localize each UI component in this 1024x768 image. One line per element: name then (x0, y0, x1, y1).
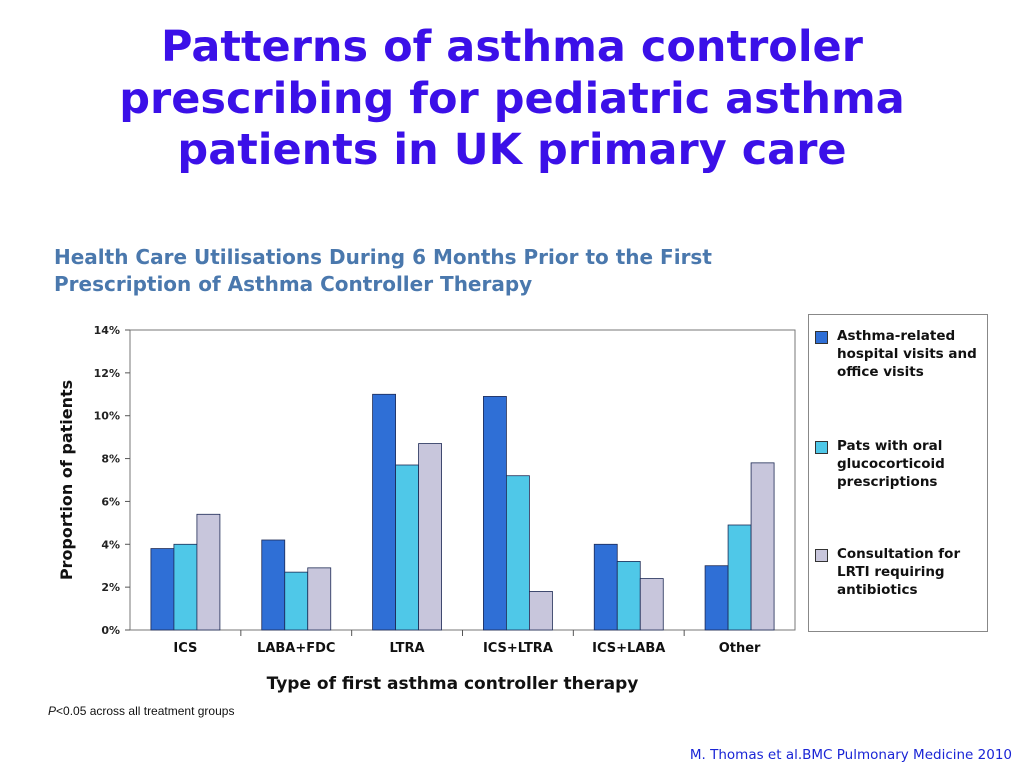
legend-label: Consultation for LRTI requiring antibiot… (837, 546, 961, 598)
legend-swatch (815, 549, 828, 562)
bar (150, 548, 175, 631)
legend-label: Pats with oral glucocorticoid prescripti… (837, 438, 945, 490)
slide-title-line: patients in UK primary care (177, 125, 847, 176)
y-tick-label: 8% (101, 453, 120, 466)
bar (284, 571, 309, 631)
y-tick-label: 2% (101, 581, 120, 594)
legend-swatch (815, 441, 828, 454)
y-axis-label: Proportion of patients (57, 380, 76, 580)
bar (395, 464, 419, 631)
y-tick-label: 4% (101, 538, 120, 551)
y-tick-label: 14% (94, 324, 120, 337)
bar (372, 393, 396, 631)
y-tick-label: 10% (94, 410, 120, 423)
legend-item: Consultation for LRTI requiring antibiot… (815, 545, 983, 599)
bar (704, 565, 729, 631)
x-tick-label: LABA+FDC (257, 641, 335, 656)
chart-title: Health Care Utilisations During 6 Months… (54, 244, 712, 298)
chart-title-line: Prescription of Asthma Controller Therap… (54, 272, 533, 296)
x-tick-label: ICS+LTRA (483, 641, 553, 656)
legend-item: Asthma-related hospital visits and offic… (815, 327, 983, 381)
bar (173, 543, 198, 631)
bar (750, 462, 775, 631)
footnote: P<0.05 across all treatment groups (48, 704, 234, 718)
bar (727, 524, 752, 631)
plot-area (129, 329, 796, 631)
chart-legend: Asthma-related hospital visits and offic… (808, 314, 988, 632)
slide-title: Patterns of asthma controler prescribing… (40, 22, 984, 177)
x-tick-label: ICS (173, 641, 197, 656)
bar (616, 561, 641, 631)
slide-title-line: prescribing for pediatric asthma (119, 73, 905, 124)
footnote-text: <0.05 across all treatment groups (56, 704, 235, 718)
bar (261, 539, 286, 631)
bar (418, 443, 442, 631)
bar (196, 513, 221, 631)
y-tick-label: 0% (101, 624, 120, 637)
slide-title-line: Patterns of asthma controler (161, 22, 863, 72)
bar (506, 475, 530, 631)
legend-item: Pats with oral glucocorticoid prescripti… (815, 437, 983, 491)
x-tick-label: ICS+LABA (592, 641, 665, 656)
x-tick-label: Other (719, 641, 761, 656)
x-tick-label: LTRA (390, 641, 425, 656)
y-tick-label: 6% (101, 495, 120, 508)
bar (483, 396, 507, 631)
legend-label: Asthma-related hospital visits and offic… (837, 328, 977, 380)
bar (639, 578, 664, 631)
y-tick-label: 12% (94, 367, 120, 380)
footnote-p: P (48, 704, 57, 718)
chart-title-line: Health Care Utilisations During 6 Months… (54, 245, 712, 269)
bar (529, 591, 553, 631)
legend-swatch (815, 331, 828, 344)
bar-chart: 0% 2% 4% 6% 8% 10% 12% 14% Proportion of patient… (57, 324, 796, 694)
bar (593, 543, 618, 631)
x-axis-label: Type of first asthma controller therapy (267, 674, 639, 694)
bar (307, 567, 332, 631)
citation: M. Thomas et al.BMC Pulmonary Medicine 2… (689, 747, 1012, 763)
